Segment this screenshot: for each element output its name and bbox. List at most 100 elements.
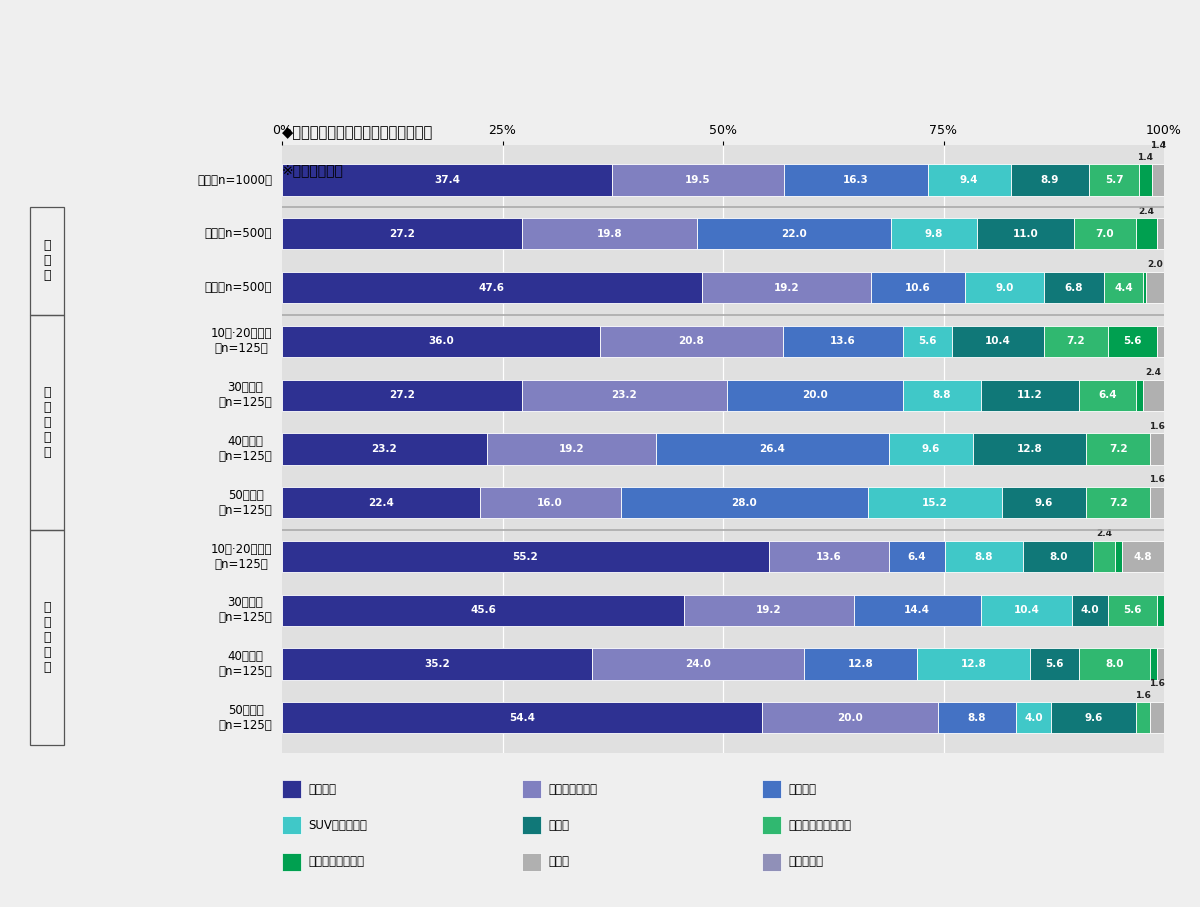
Bar: [696, 219, 890, 249]
Text: 35.2: 35.2: [425, 659, 450, 669]
Text: 45.6: 45.6: [470, 605, 496, 615]
Text: 15.2: 15.2: [922, 498, 948, 508]
Bar: [782, 326, 902, 357]
Text: わからない: わからない: [788, 855, 823, 868]
Text: 9.6: 9.6: [1085, 713, 1103, 723]
Text: 4.0: 4.0: [1080, 605, 1099, 615]
Bar: [980, 380, 1079, 411]
Text: 7.2: 7.2: [1109, 498, 1128, 508]
Bar: [973, 434, 1086, 464]
Text: 40代男性
『n=125』: 40代男性 『n=125』: [218, 435, 272, 463]
Bar: [522, 380, 726, 411]
Bar: [1093, 541, 1115, 572]
Bar: [282, 649, 593, 679]
Bar: [600, 326, 782, 357]
Text: 9.6: 9.6: [1034, 498, 1054, 508]
Bar: [1030, 649, 1079, 679]
Bar: [480, 487, 620, 518]
Text: 8.8: 8.8: [974, 551, 994, 561]
Bar: [282, 219, 522, 249]
Text: 10.6: 10.6: [905, 283, 931, 293]
Bar: [1146, 272, 1164, 303]
Text: 1.6: 1.6: [1150, 678, 1165, 688]
Bar: [1135, 702, 1150, 734]
Bar: [1135, 219, 1157, 249]
Text: 10代·20代女性
『n=125』: 10代·20代女性 『n=125』: [211, 542, 272, 571]
Bar: [1073, 595, 1108, 626]
Text: 女
性
年
代
別: 女 性 年 代 別: [43, 600, 50, 674]
Bar: [769, 541, 889, 572]
Bar: [1022, 541, 1093, 572]
Text: 2.4: 2.4: [1139, 207, 1154, 216]
Bar: [1150, 487, 1164, 518]
Bar: [620, 487, 868, 518]
Text: 11.0: 11.0: [1013, 229, 1038, 239]
Text: 27.2: 27.2: [389, 229, 415, 239]
Bar: [282, 272, 702, 303]
Text: 30代男性
『n=125』: 30代男性 『n=125』: [218, 381, 272, 409]
Text: 19.5: 19.5: [685, 175, 710, 185]
Bar: [1079, 380, 1135, 411]
Text: 2.0: 2.0: [1147, 260, 1163, 269]
Text: 4.0: 4.0: [1024, 713, 1043, 723]
Text: 23.2: 23.2: [372, 444, 397, 454]
Text: 4.8: 4.8: [1134, 551, 1152, 561]
Bar: [282, 487, 480, 518]
Bar: [656, 434, 889, 464]
Bar: [762, 702, 938, 734]
Text: 7.2: 7.2: [1067, 336, 1085, 346]
Bar: [1142, 272, 1146, 303]
Bar: [1157, 326, 1164, 357]
Bar: [1044, 272, 1104, 303]
Text: 1.4: 1.4: [1138, 152, 1153, 161]
Bar: [1002, 487, 1086, 518]
Bar: [593, 649, 804, 679]
Text: 47.6: 47.6: [479, 283, 505, 293]
Text: 男
女
別: 男 女 別: [43, 239, 50, 282]
Text: 23.2: 23.2: [611, 390, 637, 400]
Bar: [1115, 541, 1122, 572]
Text: セダン: セダン: [548, 819, 570, 832]
Text: 16.0: 16.0: [538, 498, 563, 508]
Bar: [804, 649, 917, 679]
Text: 全体『n=1000』: 全体『n=1000』: [197, 173, 272, 187]
Bar: [1108, 326, 1157, 357]
Text: 10.4: 10.4: [985, 336, 1012, 346]
Text: 12.8: 12.8: [961, 659, 986, 669]
Text: 9.8: 9.8: [925, 229, 943, 239]
Text: 10.4: 10.4: [1014, 605, 1039, 615]
Bar: [784, 164, 928, 196]
Text: 軽自動車: 軽自動車: [308, 783, 336, 795]
Text: 19.2: 19.2: [756, 605, 781, 615]
Text: 13.6: 13.6: [830, 336, 856, 346]
Text: 40代女性
『n=125』: 40代女性 『n=125』: [218, 650, 272, 678]
Bar: [1108, 595, 1157, 626]
Bar: [965, 272, 1044, 303]
Text: 9.4: 9.4: [960, 175, 978, 185]
Text: 8.9: 8.9: [1040, 175, 1058, 185]
Bar: [953, 326, 1044, 357]
Bar: [282, 380, 522, 411]
Bar: [977, 219, 1074, 249]
Bar: [282, 164, 612, 196]
Text: 4.4: 4.4: [1114, 283, 1133, 293]
Text: 6.4: 6.4: [1098, 390, 1117, 400]
Bar: [1150, 649, 1157, 679]
Bar: [282, 702, 762, 734]
Bar: [917, 649, 1030, 679]
Bar: [1090, 164, 1139, 196]
Bar: [928, 164, 1010, 196]
Bar: [1086, 434, 1150, 464]
Text: 27.2: 27.2: [389, 390, 415, 400]
Text: 2.4: 2.4: [1096, 530, 1112, 538]
Text: 36.0: 36.0: [428, 336, 454, 346]
Bar: [1079, 649, 1150, 679]
Text: 55.2: 55.2: [512, 551, 539, 561]
Bar: [1044, 326, 1108, 357]
Text: 1.6: 1.6: [1150, 475, 1165, 484]
Text: オープン・クーペ: オープン・クーペ: [308, 855, 365, 868]
Text: 19.2: 19.2: [774, 283, 799, 293]
Text: 19.8: 19.8: [596, 229, 622, 239]
Text: 10代·20代男性
『n=125』: 10代·20代男性 『n=125』: [211, 327, 272, 356]
Text: 6.8: 6.8: [1064, 283, 1084, 293]
